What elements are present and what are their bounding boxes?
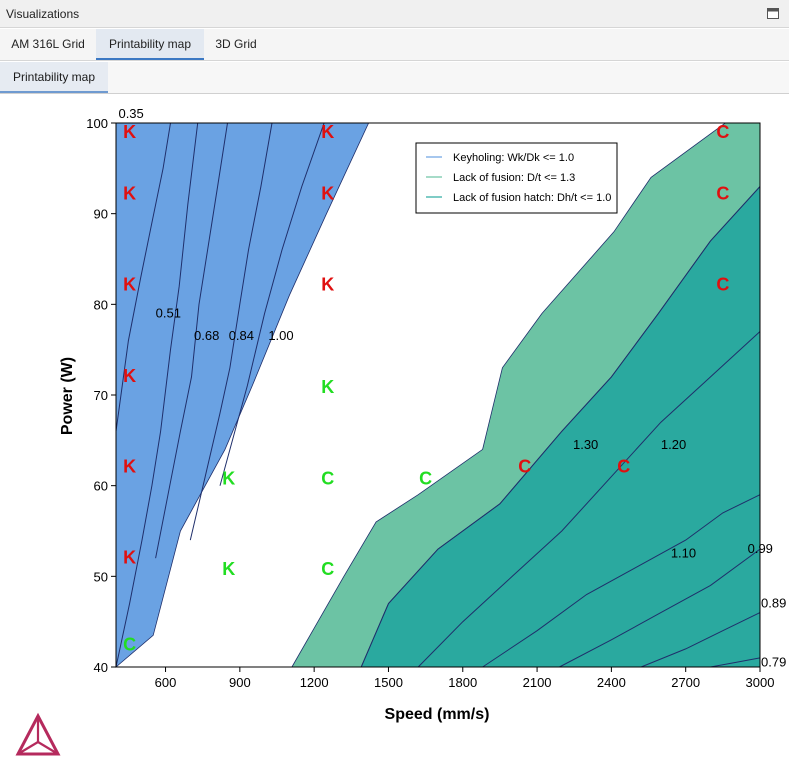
marker-k: K [321,377,334,397]
plot-axes: 600 900 1200 1500 1800 2100 2400 2700 3000 40 50 60… [86,116,774,690]
contour-label: 0.51 [156,305,181,320]
x-axis-label: Speed (mm/s) [385,706,490,723]
marker-c: C [123,634,136,654]
contour-line-0.51 [115,122,199,668]
x-tick-label: 1500 [374,675,403,690]
contour-label: 0.68 [194,328,219,343]
marker-k: K [222,468,235,488]
tab-am-316l-grid[interactable]: AM 316L Grid [11,37,85,51]
contour-line-0.35 [115,122,171,432]
subtab-printability-map[interactable]: Printability map [0,62,108,93]
marker-k: K [123,184,136,204]
y-tick-label: 80 [94,297,108,312]
contour-lines [115,122,761,668]
y-tick-label: 40 [94,660,108,675]
contour-label: 0.84 [229,328,254,343]
marker-k: K [123,122,136,142]
x-tick-label: 900 [229,675,251,690]
contour-line-1.20 [417,331,761,668]
contour-label: 1.30 [573,437,598,452]
marker-c: C [321,468,334,488]
marker-k: K [123,366,136,386]
thermo-calc-logo [15,712,61,756]
printability-map-chart: 600 900 1200 1500 1800 2100 2400 2700 3000 40 50 60… [59,106,786,723]
x-tick-label: 2700 [671,675,700,690]
x-tick-label: 2400 [597,675,626,690]
x-tick-label: 1200 [300,675,329,690]
legend-entry: Lack of fusion: D/t <= 1.3 [453,172,575,184]
marker-k: K [321,122,334,142]
contour-line-0.99 [559,548,761,668]
subtab-bar: Printability map [0,62,789,94]
y-tick-label: 70 [94,388,108,403]
contour-line-1.30 [360,186,761,668]
tab-bar: AM 316L Grid Printability map 3D Grid [0,29,789,61]
contour-label: 0.79 [761,654,786,669]
marker-k: K [123,274,136,294]
contour-label: 0.35 [118,106,143,121]
marker-k: K [123,457,136,477]
marker-c: C [617,457,630,477]
contour-label: 1.20 [661,437,686,452]
marker-c: C [716,184,729,204]
contour-line-0.68 [155,122,228,559]
marker-k: K [321,274,334,294]
contour-label: 0.89 [761,596,786,611]
contour-labels: 0.35 0.51 0.68 0.84 1.00 1.30 1.20 1.10 0.99 0.89… [118,106,786,670]
contour-label: 1.00 [268,328,293,343]
point-markers: K K K K K K C K K K K C C K K C C C C C C [123,122,729,654]
marker-c: C [716,274,729,294]
marker-k: K [321,184,334,204]
contour-line-1.10 [482,494,761,668]
window-titlebar: Visualizations [0,0,789,28]
marker-c: C [419,468,432,488]
legend-box [415,142,618,214]
x-tick-label: 3000 [746,675,775,690]
x-tick-label: 600 [155,675,177,690]
contour-line-1.00 [219,122,325,486]
window-title: Visualizations [6,7,80,21]
restore-window-icon[interactable] [767,8,779,19]
marker-c: C [716,122,729,142]
contour-label: 1.10 [671,546,696,561]
y-tick-label: 90 [94,207,108,222]
y-tick-label: 50 [94,569,108,584]
x-tick-label: 2100 [523,675,552,690]
y-axis-label: Power (W) [59,357,76,435]
tab-printability-map[interactable]: Printability map [96,29,204,60]
contour-line-0.79 [710,657,761,668]
tab-3d-grid[interactable]: 3D Grid [215,37,257,51]
contour-line-0.84 [189,122,273,541]
marker-c: C [321,559,334,579]
legend-entry: Lack of fusion hatch: Dh/t <= 1.0 [453,192,611,204]
contour-line-0.89 [640,612,761,668]
legend-entry: Keyholing: Wk/Dk <= 1.0 [453,152,574,164]
y-tick-label: 60 [94,479,108,494]
contour-label: 0.99 [748,541,773,556]
y-tick-label: 100 [86,116,108,131]
marker-k: K [222,559,235,579]
x-tick-label: 1800 [448,675,477,690]
marker-k: K [123,547,136,567]
marker-c: C [518,457,531,477]
legend: Keyholing: Wk/Dk <= 1.0 Lack of fusion: D… [415,142,618,214]
plot-regions [115,122,761,668]
